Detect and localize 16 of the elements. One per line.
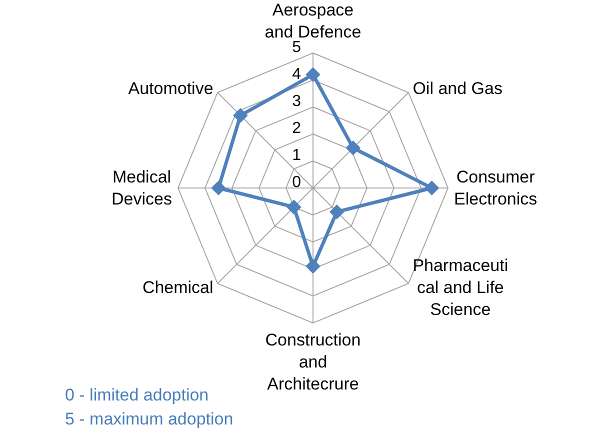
spoke-label: Construction and Architecrure [265,330,361,394]
y-tick-label: 5 [292,39,302,56]
y-tick-label: 0 [292,174,302,191]
spoke-label: Pharmaceutical and Life Science [412,256,508,320]
text: 5 - maximum adoption [65,410,234,428]
spoke-label: Medical Devices [112,168,172,208]
text: 0 - limited adoption [65,386,209,404]
y-tick-label: 4 [292,66,302,83]
y-tick-label: 1 [292,147,302,164]
spoke-label: Automotive [128,78,214,98]
spoke-label: Oil and Gas [412,78,502,98]
y-tick-label: 3 [292,93,302,110]
spoke-label: Aerospace and Defence [264,0,362,42]
spoke-label: Chemical [142,278,214,298]
spoke-label: Consumer Electronics [454,168,538,208]
y-tick-label: 2 [292,120,302,137]
